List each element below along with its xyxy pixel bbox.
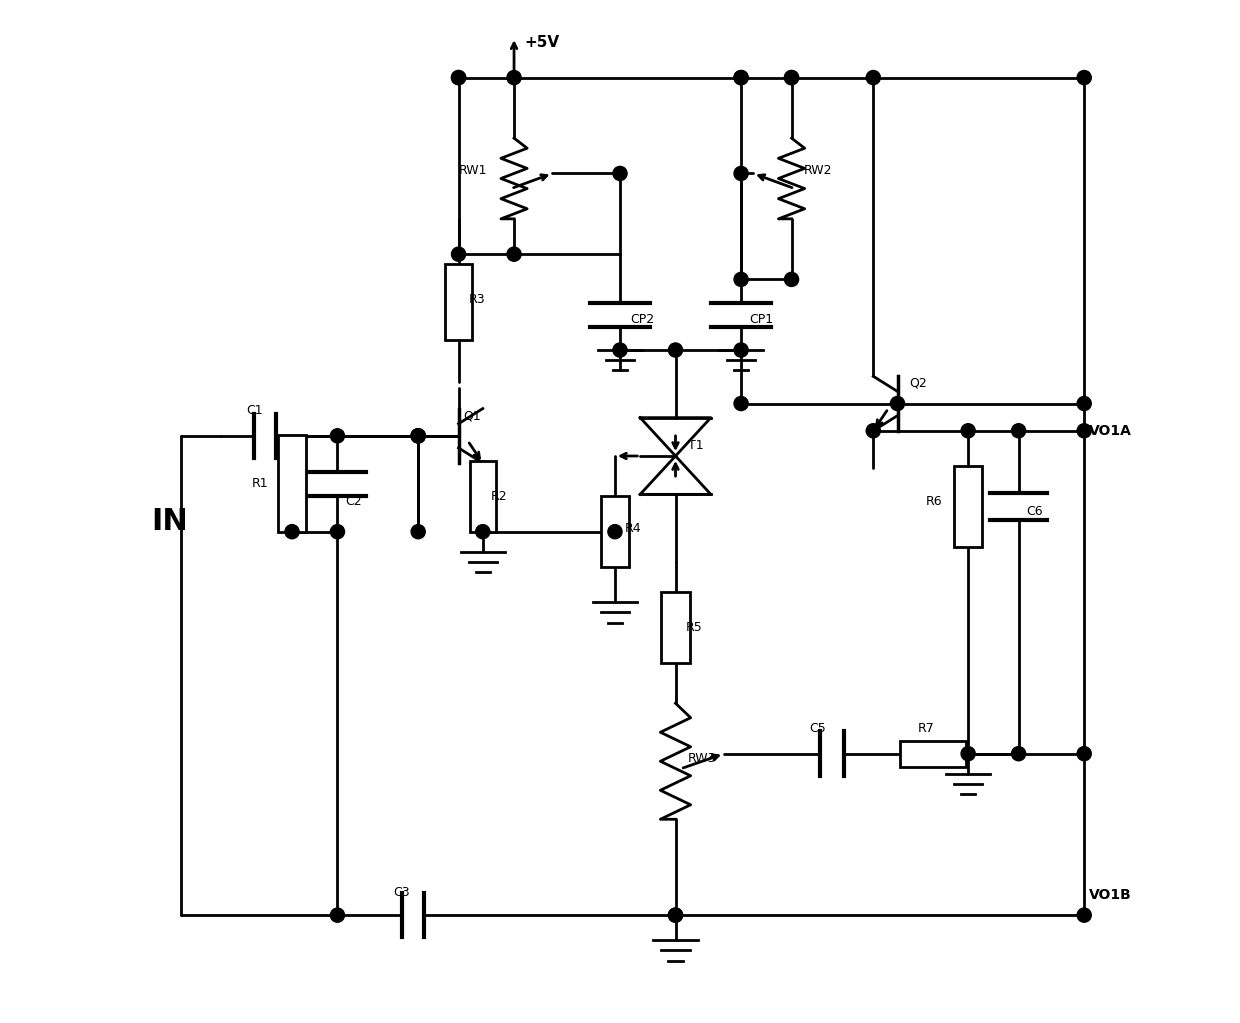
- Text: CP1: CP1: [749, 313, 774, 326]
- Text: T1: T1: [688, 440, 703, 452]
- Circle shape: [668, 908, 682, 922]
- Text: CP2: CP2: [630, 313, 655, 326]
- Circle shape: [734, 71, 748, 85]
- Circle shape: [1078, 908, 1091, 922]
- Text: R2: R2: [491, 490, 507, 503]
- Circle shape: [412, 429, 425, 443]
- Text: RW1: RW1: [459, 164, 487, 177]
- Bar: [601, 496, 629, 567]
- Circle shape: [613, 343, 627, 357]
- Circle shape: [1078, 747, 1091, 761]
- Text: C3: C3: [393, 887, 409, 899]
- Circle shape: [1078, 397, 1091, 410]
- Circle shape: [412, 429, 425, 443]
- Circle shape: [1012, 747, 1025, 761]
- Text: R1: R1: [252, 478, 268, 490]
- Bar: [899, 741, 966, 767]
- Circle shape: [330, 525, 345, 539]
- Text: C1: C1: [247, 404, 263, 417]
- Bar: [470, 461, 496, 532]
- Circle shape: [1078, 71, 1091, 85]
- Text: R3: R3: [469, 293, 485, 306]
- Circle shape: [451, 71, 465, 85]
- Circle shape: [785, 272, 799, 286]
- Circle shape: [734, 343, 748, 357]
- Bar: [954, 466, 982, 547]
- Circle shape: [507, 71, 521, 85]
- Circle shape: [1012, 424, 1025, 438]
- Bar: [278, 436, 306, 532]
- Text: RW2: RW2: [804, 164, 832, 177]
- Bar: [661, 592, 689, 663]
- Text: RW3: RW3: [688, 752, 717, 765]
- Circle shape: [961, 424, 975, 438]
- Text: R4: R4: [625, 522, 641, 535]
- Circle shape: [285, 525, 299, 539]
- Circle shape: [668, 343, 682, 357]
- Circle shape: [734, 167, 748, 180]
- Circle shape: [867, 71, 880, 85]
- Text: VO1B: VO1B: [1089, 888, 1132, 902]
- Bar: [445, 264, 471, 341]
- Circle shape: [890, 397, 904, 410]
- Circle shape: [785, 71, 799, 85]
- Text: Q1: Q1: [464, 409, 481, 422]
- Circle shape: [412, 429, 425, 443]
- Text: R6: R6: [926, 495, 942, 507]
- Circle shape: [961, 747, 975, 761]
- Circle shape: [867, 424, 880, 438]
- Circle shape: [734, 397, 748, 410]
- Text: R7: R7: [918, 722, 935, 735]
- Circle shape: [451, 248, 465, 261]
- Circle shape: [668, 908, 682, 922]
- Circle shape: [1078, 424, 1091, 438]
- Circle shape: [451, 71, 465, 85]
- Circle shape: [608, 525, 622, 539]
- Circle shape: [507, 248, 521, 261]
- Circle shape: [330, 908, 345, 922]
- Text: C5: C5: [810, 722, 827, 735]
- Text: R5: R5: [686, 621, 702, 634]
- Circle shape: [476, 525, 490, 539]
- Circle shape: [412, 525, 425, 539]
- Circle shape: [734, 71, 748, 85]
- Text: +5V: +5V: [525, 35, 559, 50]
- Circle shape: [330, 429, 345, 443]
- Circle shape: [734, 272, 748, 286]
- Text: VO1A: VO1A: [1089, 424, 1132, 438]
- Text: C6: C6: [1027, 505, 1043, 518]
- Circle shape: [785, 71, 799, 85]
- Circle shape: [613, 167, 627, 180]
- Text: Q2: Q2: [910, 376, 928, 390]
- Text: C2: C2: [346, 495, 362, 507]
- Text: IN: IN: [151, 507, 187, 536]
